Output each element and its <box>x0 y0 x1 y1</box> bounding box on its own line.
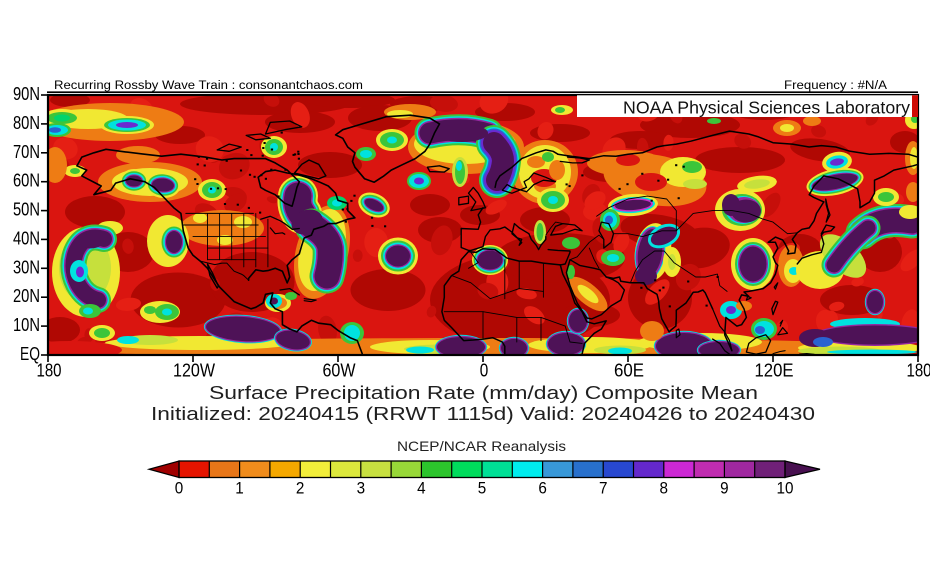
svg-text:Surface Precipitation Rate (mm: Surface Precipitation Rate (mm/day) Comp… <box>209 382 758 403</box>
svg-text:20N: 20N <box>13 286 40 306</box>
svg-text:2: 2 <box>296 479 305 498</box>
svg-text:6: 6 <box>538 479 547 498</box>
svg-text:5: 5 <box>478 479 487 498</box>
svg-text:8: 8 <box>660 479 669 498</box>
svg-text:0: 0 <box>480 360 489 380</box>
svg-text:80N: 80N <box>13 113 40 133</box>
svg-text:30N: 30N <box>13 257 40 277</box>
svg-text:NOAA Physical Sciences Laborat: NOAA Physical Sciences Laboratory <box>623 98 910 118</box>
svg-text:10N: 10N <box>13 315 40 335</box>
svg-text:120W: 120W <box>173 360 215 380</box>
svg-text:50N: 50N <box>13 200 40 220</box>
svg-text:Frequency : #N/A: Frequency : #N/A <box>784 80 887 92</box>
svg-text:120E: 120E <box>755 360 794 380</box>
svg-text:9: 9 <box>720 479 729 498</box>
svg-text:40N: 40N <box>13 228 40 248</box>
svg-text:10: 10 <box>777 479 794 498</box>
svg-text:60W: 60W <box>323 360 356 380</box>
svg-text:70N: 70N <box>13 142 40 162</box>
svg-text:Initialized: 20240415 (RRWT 11: Initialized: 20240415 (RRWT 1115d) Valid… <box>151 403 815 424</box>
svg-text:3: 3 <box>357 479 366 498</box>
svg-text:180: 180 <box>907 360 930 380</box>
svg-text:180: 180 <box>37 360 62 380</box>
svg-text:60E: 60E <box>614 360 644 380</box>
svg-text:0: 0 <box>175 479 184 498</box>
svg-text:Recurring Rossby Wave Train :: Recurring Rossby Wave Train : consonantc… <box>54 80 363 92</box>
svg-text:60N: 60N <box>13 171 40 191</box>
svg-text:EQ: EQ <box>20 344 40 364</box>
svg-text:90N: 90N <box>13 84 40 104</box>
svg-text:4: 4 <box>417 479 426 498</box>
svg-text:7: 7 <box>599 479 608 498</box>
svg-text:NCEP/NCAR Reanalysis: NCEP/NCAR Reanalysis <box>397 438 566 454</box>
svg-text:1: 1 <box>235 479 244 498</box>
